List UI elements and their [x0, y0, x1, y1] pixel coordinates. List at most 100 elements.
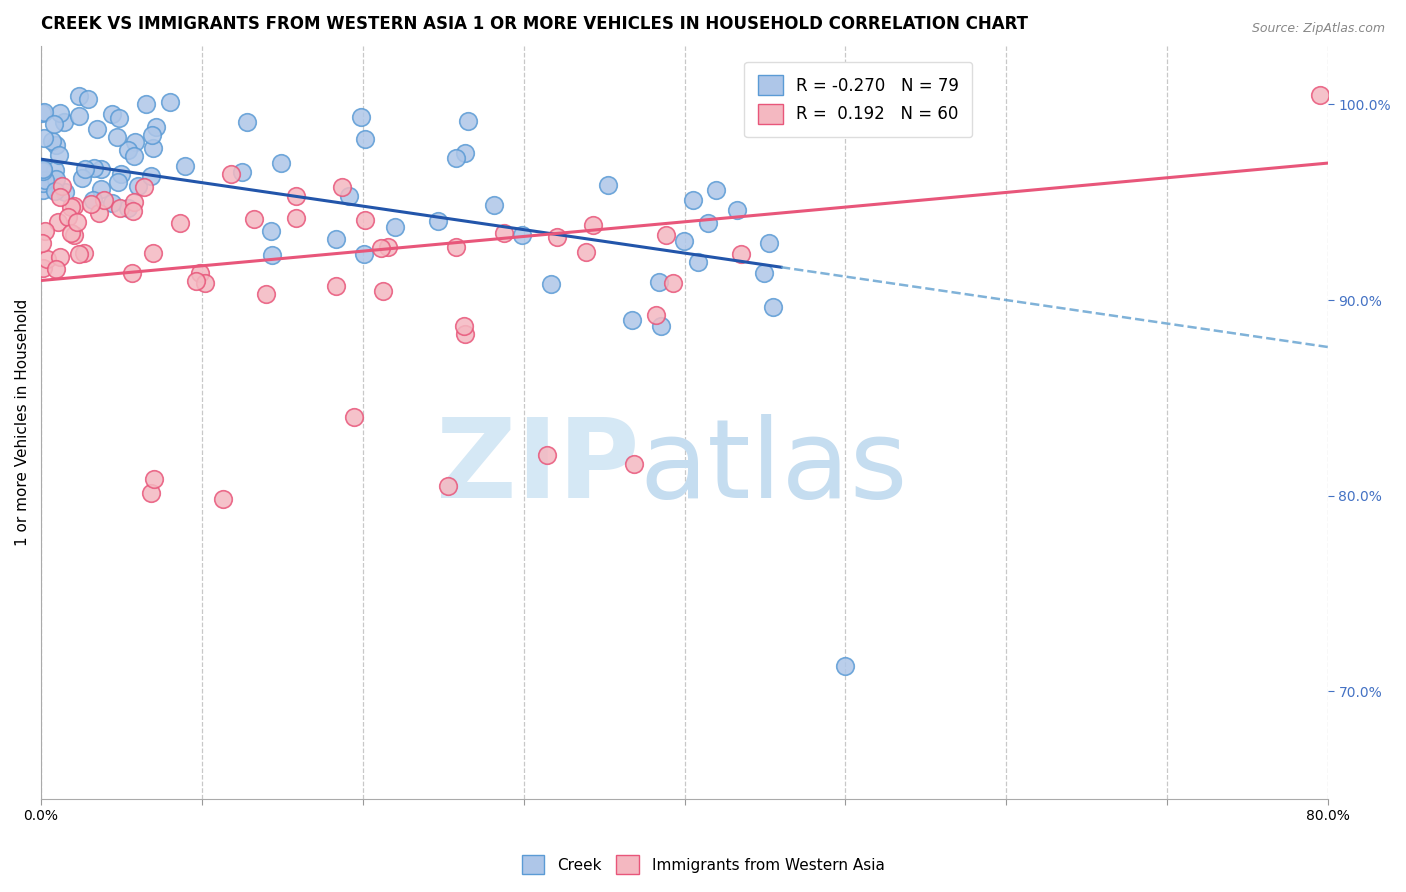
Point [285, 211, 308, 226]
Point [371, 284, 394, 298]
Point [453, 146, 475, 161]
Point [343, 409, 366, 424]
Point [117, 202, 139, 216]
Point [63, 199, 86, 213]
Point [142, 141, 165, 155]
Point [45, 172, 67, 186]
Point [49, 250, 72, 264]
Point [575, 245, 598, 260]
Point [44, 184, 66, 198]
Point [134, 179, 156, 194]
Point [221, 167, 243, 181]
Point [37, 252, 59, 266]
Point [762, 300, 785, 314]
Point [49, 106, 72, 120]
Point [100, 195, 122, 210]
Point [454, 327, 477, 342]
Point [727, 202, 749, 217]
Point [194, 277, 217, 291]
Text: ZIP: ZIP [436, 414, 640, 521]
Point [169, 217, 191, 231]
Point [101, 107, 124, 121]
Point [730, 247, 752, 261]
Point [73, 245, 96, 260]
Point [350, 110, 373, 124]
Point [107, 175, 129, 189]
Point [377, 240, 399, 254]
Point [353, 132, 375, 146]
Point [60, 201, 83, 215]
Point [93, 194, 115, 208]
Point [457, 113, 479, 128]
Point [87, 206, 110, 220]
Point [673, 234, 696, 248]
Point [145, 120, 167, 135]
Point [325, 279, 347, 293]
Point [353, 212, 375, 227]
Point [67, 246, 90, 260]
Point [31, 162, 53, 177]
Point [444, 240, 467, 254]
Point [32, 183, 55, 197]
Point [48, 148, 70, 162]
Point [44, 163, 66, 178]
Point [139, 486, 162, 500]
Point [437, 479, 460, 493]
Point [260, 247, 283, 261]
Point [174, 159, 197, 173]
Point [34, 173, 56, 187]
Point [46, 215, 69, 229]
Point [141, 169, 163, 184]
Point [77, 92, 100, 106]
Point [184, 274, 207, 288]
Point [122, 148, 145, 162]
Point [159, 95, 181, 110]
Point [325, 231, 347, 245]
Point [1309, 87, 1331, 102]
Point [654, 227, 676, 242]
Point [384, 220, 406, 235]
Point [135, 96, 157, 111]
Point [536, 448, 558, 462]
Point [688, 255, 710, 269]
Point [623, 457, 645, 471]
Point [31, 163, 53, 178]
Point [75, 161, 97, 176]
Point [446, 151, 468, 165]
Point [105, 129, 128, 144]
Point [55, 186, 77, 200]
Point [45, 261, 67, 276]
Point [70, 170, 93, 185]
Point [32, 260, 55, 275]
Point [122, 195, 145, 210]
Point [127, 178, 149, 193]
Point [108, 112, 131, 126]
Point [67, 89, 90, 103]
Point [353, 247, 375, 261]
Point [45, 137, 67, 152]
Point [141, 128, 163, 142]
Point [834, 659, 856, 673]
Point [117, 143, 139, 157]
Point [82, 193, 104, 207]
Point [51, 178, 73, 193]
Text: atlas: atlas [640, 414, 908, 521]
Point [337, 188, 360, 202]
Point [124, 135, 146, 149]
Point [67, 110, 90, 124]
Point [90, 182, 112, 196]
Point [482, 198, 505, 212]
Point [704, 183, 727, 197]
Point [80, 197, 103, 211]
Point [285, 189, 308, 203]
Point [142, 472, 165, 486]
Point [63, 227, 86, 242]
Text: Source: ZipAtlas.com: Source: ZipAtlas.com [1251, 22, 1385, 36]
Point [581, 219, 603, 233]
Point [42, 117, 65, 131]
Point [34, 224, 56, 238]
Point [644, 308, 666, 322]
Point [86, 122, 108, 136]
Point [540, 277, 562, 292]
Point [31, 235, 53, 250]
